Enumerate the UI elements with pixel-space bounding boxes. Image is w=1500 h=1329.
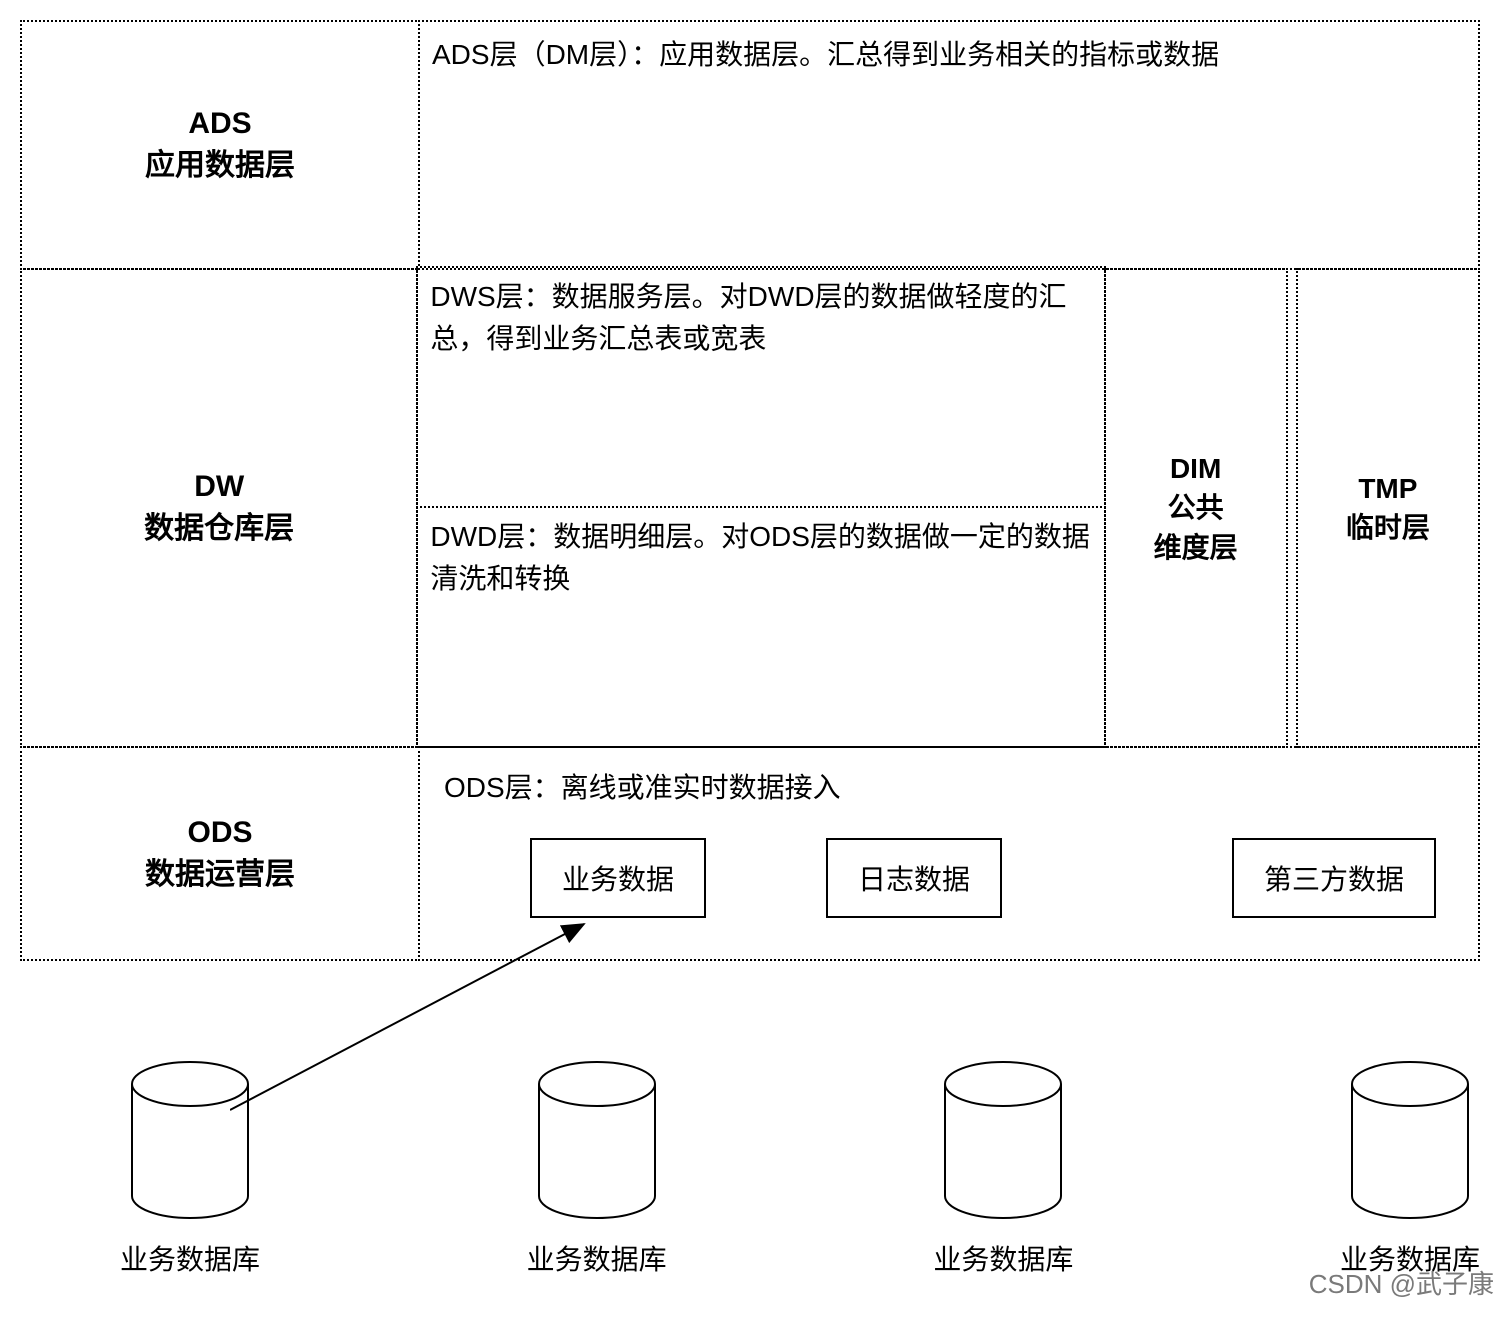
tmp-line2: 临时层 (1346, 508, 1430, 547)
dim-line3: 维度层 (1154, 528, 1238, 567)
database-icon (535, 1060, 659, 1220)
database-icon (1348, 1060, 1472, 1220)
ods-box-log: 日志数据 (826, 838, 1002, 918)
dw-title-1: DW (194, 466, 244, 508)
cylinder-1: 业务数据库 (120, 1060, 260, 1278)
ods-layer-row: ODS 数据运营层 ODS层：离线或准实时数据接入 业务数据 日志数据 第三方数… (20, 746, 1480, 961)
cylinder-2-label: 业务数据库 (527, 1238, 667, 1278)
ads-desc: ADS层（DM层）：应用数据层。汇总得到业务相关的指标或数据 (420, 26, 1478, 84)
dwd-desc: DWD层：数据明细层。对ODS层的数据做一定的数据清洗和转换 (418, 508, 1103, 608)
dw-middle-column: DWS层：数据服务层。对DWD层的数据做轻度的汇总，得到业务汇总表或宽表 DWD… (418, 268, 1105, 748)
cylinder-2: 业务数据库 (527, 1060, 667, 1278)
dws-desc: DWS层：数据服务层。对DWD层的数据做轻度的汇总，得到业务汇总表或宽表 (418, 268, 1103, 368)
tmp-box: TMP 临时层 (1296, 268, 1480, 748)
ods-box-business: 业务数据 (530, 838, 706, 918)
ods-layer-label: ODS 数据运营层 (20, 746, 420, 961)
dim-line2: 公共 (1168, 488, 1224, 527)
ads-title-2: 应用数据层 (145, 145, 295, 187)
database-icon (941, 1060, 1065, 1220)
ads-title-1: ADS (188, 103, 251, 145)
ods-layer-content: ODS层：离线或准实时数据接入 业务数据 日志数据 第三方数据 (418, 746, 1480, 961)
dwd-box: DWD层：数据明细层。对ODS层的数据做一定的数据清洗和转换 (416, 506, 1105, 748)
watermark-text: CSDN @武子康 (1309, 1264, 1494, 1301)
cylinder-3: 业务数据库 (933, 1060, 1073, 1278)
data-warehouse-diagram: ADS 应用数据层 ADS层（DM层）：应用数据层。汇总得到业务相关的指标或数据… (20, 20, 1480, 960)
ads-layer-content: ADS层（DM层）：应用数据层。汇总得到业务相关的指标或数据 (418, 20, 1480, 270)
dw-layer-label: DW 数据仓库层 (20, 268, 418, 748)
dim-box: DIM 公共 维度层 (1104, 268, 1288, 748)
ads-layer-label: ADS 应用数据层 (20, 20, 420, 270)
dw-layer-row: DW 数据仓库层 DWS层：数据服务层。对DWD层的数据做轻度的汇总，得到业务汇… (20, 268, 1480, 748)
ods-boxes-row: 业务数据 日志数据 第三方数据 (530, 838, 1436, 918)
cylinder-1-label: 业务数据库 (120, 1238, 260, 1278)
database-icon (128, 1060, 252, 1220)
ods-title-2: 数据运营层 (145, 854, 295, 896)
ads-layer-row: ADS 应用数据层 ADS层（DM层）：应用数据层。汇总得到业务相关的指标或数据 (20, 20, 1480, 270)
ods-desc: ODS层：离线或准实时数据接入 (420, 748, 1478, 806)
dim-line1: DIM (1170, 449, 1221, 488)
cylinder-4: 业务数据库 (1340, 1060, 1480, 1278)
ods-box-thirdparty: 第三方数据 (1232, 838, 1436, 918)
tmp-line1: TMP (1358, 469, 1417, 508)
cylinders-row: 业务数据库 业务数据库 业务数据库 业务数据库 (120, 1060, 1480, 1278)
dws-box: DWS层：数据服务层。对DWD层的数据做轻度的汇总，得到业务汇总表或宽表 (416, 266, 1105, 508)
cylinder-3-label: 业务数据库 (933, 1238, 1073, 1278)
dw-title-2: 数据仓库层 (144, 508, 294, 550)
ods-title-1: ODS (187, 812, 252, 854)
